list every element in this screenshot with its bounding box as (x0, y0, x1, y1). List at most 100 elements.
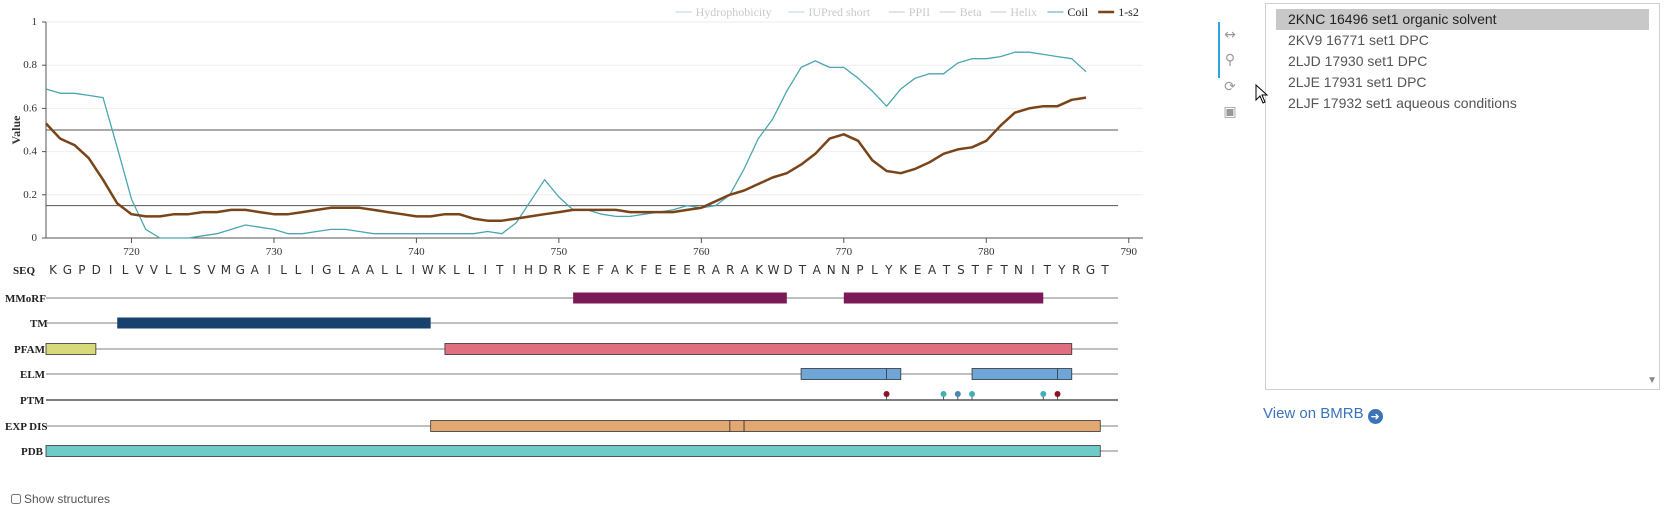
y-tick-label: 0.6 (23, 102, 37, 114)
sequence-residue: F (986, 263, 993, 277)
sequence-residue: F (597, 263, 604, 277)
sequence-residue: N (827, 263, 836, 277)
sequence-residue: T (971, 263, 980, 277)
entry-list-item[interactable]: 2LJE 17931 set1 DPC (1288, 74, 1427, 90)
x-tick-label: 770 (836, 246, 853, 258)
sequence-residue: G (322, 263, 331, 277)
track-label-pfam: PFAM (14, 344, 46, 356)
y-tick-label: 0.2 (23, 189, 37, 201)
sequence-residue: I (311, 263, 315, 277)
show-structures-control[interactable]: Show structures (11, 492, 110, 506)
track-label-ptm: PTM (20, 395, 45, 407)
legend-label-hydrophobicity[interactable]: Hydrophobicity (696, 5, 772, 19)
sequence-residue: H (524, 263, 533, 277)
arrow-right-circle-icon: ➜ (1367, 409, 1383, 424)
series-line-1-s2 (45, 96, 1087, 222)
sequence-residue: N (1014, 263, 1023, 277)
sequence-residue: L (280, 263, 287, 277)
track-feature (800, 368, 902, 380)
sequence-residue: K (49, 263, 58, 277)
sequence-residue: P (78, 263, 85, 277)
show-structures-checkbox[interactable] (11, 494, 21, 504)
sequence-residue: W (422, 263, 434, 277)
sequence-residue: L (295, 263, 302, 277)
sequence-residue: I (412, 263, 416, 277)
sequence-residue: T (999, 263, 1008, 277)
sequence-residue: R (553, 263, 561, 277)
y-tick-label: 0.8 (23, 59, 37, 71)
reset-icon[interactable]: ⟳ (1224, 79, 1236, 95)
track-label-mmorf: MMoRF (5, 293, 46, 305)
save-icon[interactable]: ▣ (1223, 104, 1237, 120)
legend-label-coil[interactable]: Coil (1067, 5, 1088, 19)
x-tick-label: 780 (978, 246, 995, 258)
sequence-residue: K (568, 263, 577, 277)
ptm-pin-head (940, 391, 947, 397)
sequence-residue: L (122, 263, 129, 277)
legend-label-ppii[interactable]: PPII (909, 5, 930, 19)
sequence-residue: E (654, 263, 662, 277)
x-tick-label: 790 (1121, 246, 1138, 258)
view-on-bmrb-label: View on BMRB (1263, 405, 1364, 422)
sequence-residue: P (856, 263, 863, 277)
track-feature (430, 420, 731, 432)
sequence-residue: K (755, 263, 764, 277)
sequence-residue: G (1086, 263, 1095, 277)
ptm-pin-head (1040, 391, 1047, 397)
toolbar-accent (1218, 22, 1220, 78)
legend-label-helix[interactable]: Helix (1010, 5, 1037, 19)
sequence-label: SEQ (13, 265, 35, 277)
track-feature (971, 368, 1073, 380)
sequence-residue: V (135, 263, 144, 277)
track-label-exp-dis: EXP DIS (5, 421, 48, 433)
sequence-residue: V (207, 263, 216, 277)
sequence-residue: L (453, 263, 460, 277)
view-on-bmrb-link[interactable]: View on BMRB ➜ (1263, 405, 1383, 424)
sequence-residue: A (366, 263, 375, 277)
ptm-pin-head (954, 391, 961, 397)
sequence-residue: I (484, 263, 488, 277)
x-tick-label: 730 (266, 246, 283, 258)
y-tick-label: 0 (32, 232, 38, 244)
track-feature (743, 420, 1101, 432)
x-tick-label: 720 (123, 246, 140, 258)
entries-list[interactable]: 2KNC 16496 set1 organic solvent 2KV9 1677… (1265, 3, 1660, 390)
sequence-residue: R (726, 263, 734, 277)
sequence-residue: K (899, 263, 908, 277)
sequence-residue: R (697, 263, 705, 277)
scroll-down-icon[interactable]: ▼ (1647, 375, 1657, 386)
sequence-residue: A (251, 263, 260, 277)
legend-label-1-s2[interactable]: 1-s2 (1118, 5, 1139, 19)
ptm-pin-head (883, 391, 890, 397)
x-tick-label: 760 (693, 246, 710, 258)
sequence-residue: T (1043, 263, 1052, 277)
x-tick-label: 740 (408, 246, 425, 258)
chart-area: 0 0.2 0.4 0.6 0.8 1 720 730 740 750 760 770 780 790 Va… (5, 5, 1143, 458)
sequence-residue: D (538, 263, 547, 277)
sequence-residue: A (928, 263, 937, 277)
sequence-residue: K (626, 263, 635, 277)
sequence-residue: L (179, 263, 186, 277)
sequence-residue: L (165, 263, 172, 277)
zoom-horizontal-icon[interactable]: ↔ (1224, 27, 1236, 43)
zoom-region-icon[interactable]: ⚲ (1224, 52, 1236, 68)
sequence-residue: S (957, 263, 965, 277)
y-axis-label: Value (9, 115, 23, 145)
track-feature (573, 292, 787, 304)
entry-list-item[interactable]: 2KNC 16496 set1 organic solvent (1276, 9, 1649, 30)
entry-list-item[interactable]: 2LJD 17930 set1 DPC (1288, 53, 1428, 69)
legend-label-beta[interactable]: Beta (960, 5, 983, 19)
sequence-residue: E (914, 263, 922, 277)
track-label-tm: TM (30, 318, 48, 330)
sequence-residue: M (221, 263, 231, 277)
mouse-cursor-icon (1255, 84, 1269, 104)
sequence-residue: I (512, 263, 516, 277)
track-feature (843, 292, 1044, 304)
track-feature (444, 343, 1073, 355)
sequence-residue: S (193, 263, 201, 277)
sequence-residue: A (611, 263, 620, 277)
entry-list-item[interactable]: 2LJF 17932 set1 aqueous conditions (1288, 95, 1517, 111)
legend-label-iupred-short[interactable]: IUPred short (808, 5, 870, 19)
sequence-residue: I (267, 263, 271, 277)
entry-list-item[interactable]: 2KV9 16771 set1 DPC (1288, 32, 1429, 48)
